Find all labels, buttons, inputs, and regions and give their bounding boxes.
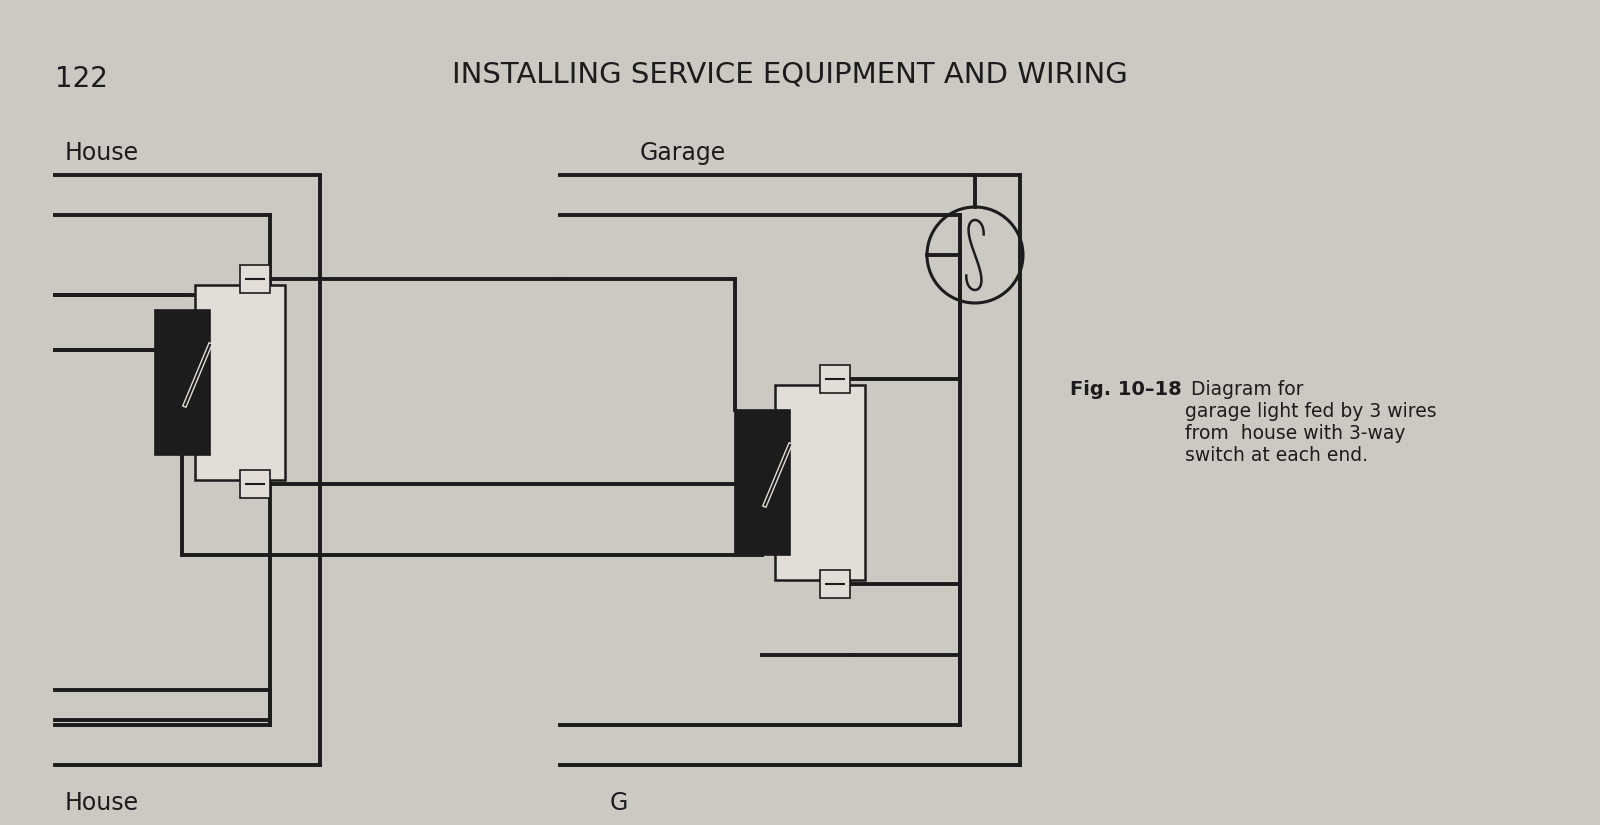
- Text: House: House: [66, 141, 139, 165]
- Bar: [819, 365, 850, 393]
- Bar: [240, 470, 270, 498]
- Text: G: G: [610, 791, 629, 815]
- Bar: [819, 570, 850, 598]
- Text: Diagram for
garage light fed by 3 wires
from  house with 3-way
switch at each en: Diagram for garage light fed by 3 wires …: [1186, 380, 1437, 465]
- Text: INSTALLING SERVICE EQUIPMENT AND WIRING: INSTALLING SERVICE EQUIPMENT AND WIRING: [453, 60, 1128, 88]
- Bar: [240, 265, 270, 293]
- Bar: [734, 410, 790, 555]
- Bar: [774, 385, 866, 580]
- Text: House: House: [66, 791, 139, 815]
- Text: Fig. 10–18: Fig. 10–18: [1070, 380, 1182, 399]
- Text: 122: 122: [54, 65, 107, 93]
- Bar: [155, 310, 210, 455]
- Bar: [195, 285, 285, 480]
- Text: Garage: Garage: [640, 141, 726, 165]
